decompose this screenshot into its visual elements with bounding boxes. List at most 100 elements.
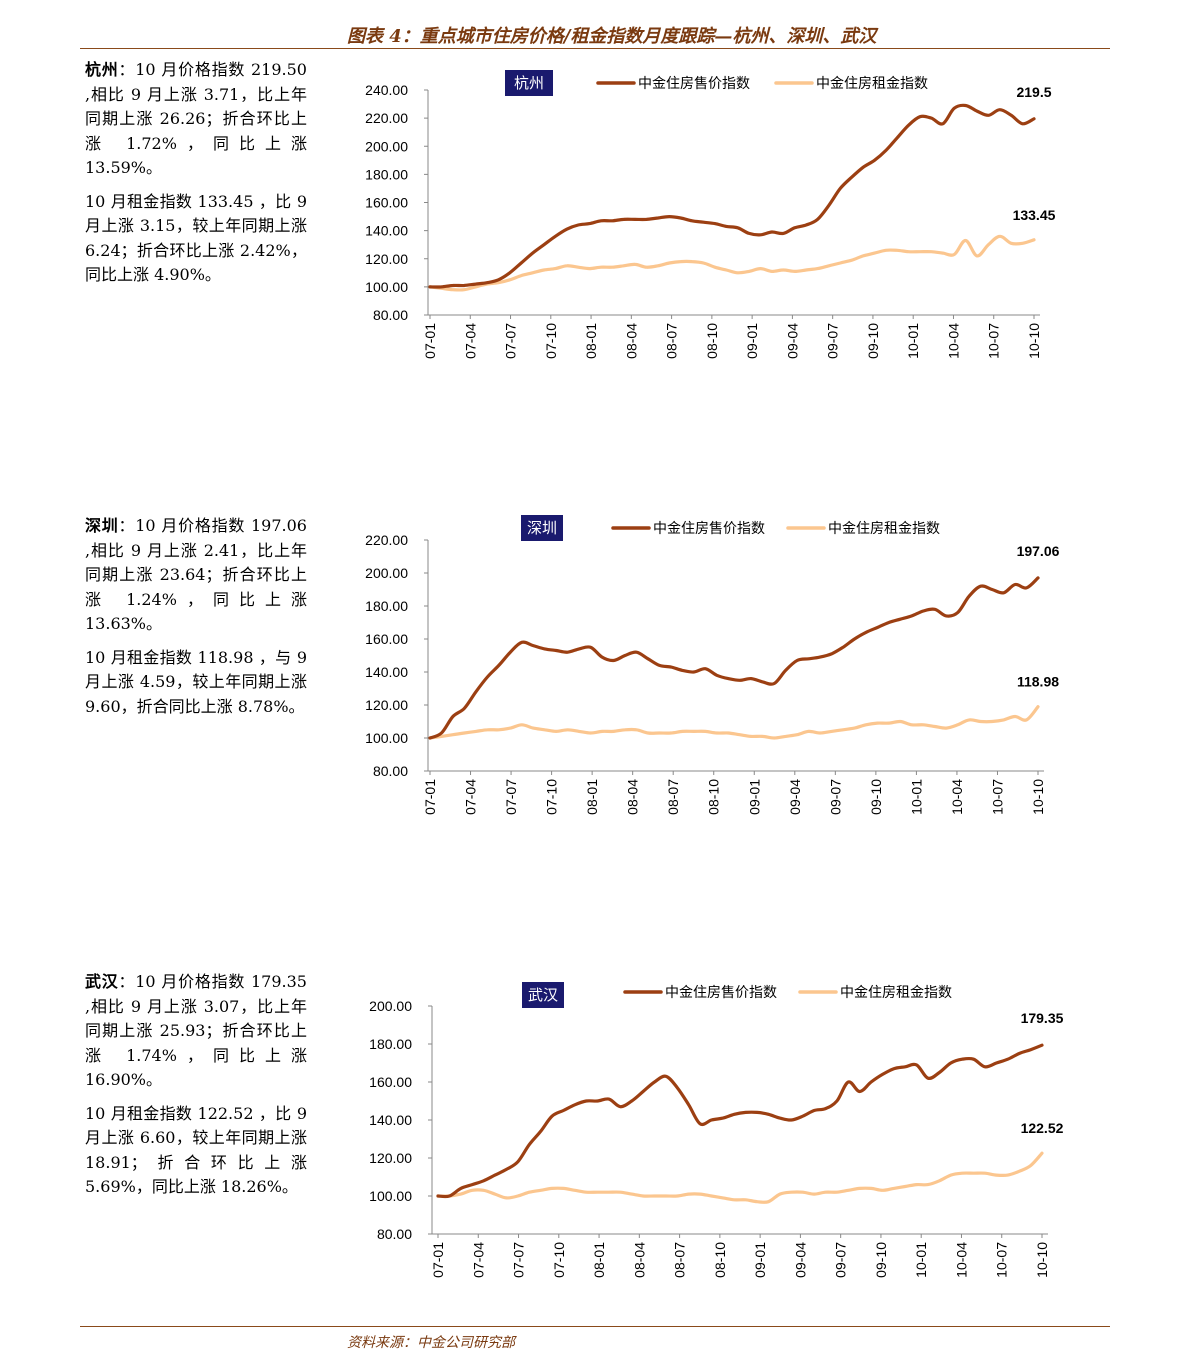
x-tick-label: 09-04 (784, 323, 800, 359)
price-index-line (428, 576, 1040, 740)
x-tick-label: 08-01 (583, 323, 599, 359)
price-index-line (428, 103, 1036, 289)
y-tick-label: 160.00 (365, 195, 408, 211)
x-tick-label: 07-07 (503, 323, 519, 359)
x-tick-label: 09-04 (787, 779, 803, 815)
x-tick-label: 07-01 (422, 779, 438, 815)
x-tick-label: 09-01 (752, 1242, 768, 1278)
x-tick-label: 07-01 (430, 1242, 446, 1278)
x-tick-label: 09-01 (746, 779, 762, 815)
y-tick-label: 120.00 (365, 251, 408, 267)
legend-rent-label: 中金住房租金指数 (816, 76, 928, 92)
x-tick-label: 09-10 (865, 323, 881, 359)
x-tick-label: 08-07 (672, 1242, 688, 1278)
y-tick-label: 120.00 (369, 1150, 412, 1166)
x-tick-label: 08-04 (625, 779, 641, 815)
y-tick-label: 160.00 (369, 1074, 412, 1090)
y-tick-label: 200.00 (365, 565, 408, 581)
y-tick-label: 100.00 (365, 279, 408, 295)
x-tick-label: 09-07 (833, 1242, 849, 1278)
price-description: ：10 月价格指数 219.50 ,相比 9 月上涨 3.71，比上年同期上涨 … (85, 60, 307, 177)
city-label: 武汉 (85, 972, 119, 991)
x-tick-label: 10-07 (989, 779, 1005, 815)
x-tick-label: 08-04 (631, 1242, 647, 1278)
city-badge-label: 武汉 (528, 986, 558, 1004)
rent-description: 10 月租金指数 133.45 ，比 9 月上涨 3.15，较上年同期上涨 6.… (85, 191, 307, 285)
x-tick-label: 10-04 (953, 1242, 969, 1278)
city-badge (505, 70, 553, 96)
page-title: 图表 4：重点城市住房价格/租金指数月度跟踪—杭州、深圳、武汉 (347, 26, 877, 47)
y-tick-label: 200.00 (369, 998, 412, 1014)
x-tick-label: 10-01 (908, 779, 924, 815)
x-tick-label: 07-04 (463, 779, 479, 815)
y-tick-label: 120.00 (365, 697, 408, 713)
y-tick-label: 140.00 (369, 1112, 412, 1128)
y-tick-label: 100.00 (365, 730, 408, 746)
x-tick-label: 09-10 (873, 1242, 889, 1278)
x-tick-label: 08-10 (704, 323, 720, 359)
city-label: 深圳 (85, 516, 119, 535)
x-tick-label: 10-10 (1026, 323, 1042, 359)
x-tick-label: 09-07 (827, 779, 843, 815)
x-tick-label: 10-04 (949, 779, 965, 815)
x-tick-label: 10-01 (905, 323, 921, 359)
x-tick-label: 08-07 (664, 323, 680, 359)
x-tick-label: 08-01 (584, 779, 600, 815)
description-wuhan: 武汉：10 月价格指数 179.35 ,相比 9 月上涨 3.07，比上年同期上… (85, 970, 307, 1209)
footer-rule (80, 1326, 1110, 1327)
legend-rent-label: 中金住房租金指数 (828, 521, 940, 537)
city-badge (521, 515, 563, 541)
rent-end-label: 118.98 (1017, 674, 1059, 690)
x-tick-label: 08-10 (712, 1242, 728, 1278)
y-tick-label: 180.00 (369, 1036, 412, 1052)
y-tick-label: 180.00 (365, 166, 408, 182)
legend-price-label: 中金住房售价指数 (638, 76, 750, 92)
x-tick-label: 09-01 (744, 323, 760, 359)
y-tick-label: 220.00 (365, 110, 408, 126)
y-tick-label: 140.00 (365, 664, 408, 680)
x-tick-label: 07-10 (544, 779, 560, 815)
rent-end-label: 122.52 (1021, 1120, 1064, 1136)
y-tick-label: 100.00 (369, 1188, 412, 1204)
price-description: ：10 月价格指数 197.06 ,相比 9 月上涨 2.41，比上年同期上涨 … (85, 516, 307, 633)
x-tick-label: 07-07 (503, 779, 519, 815)
y-tick-label: 220.00 (365, 532, 408, 548)
description-shenzhen: 深圳：10 月价格指数 197.06 ,相比 9 月上涨 2.41，比上年同期上… (85, 514, 307, 728)
header-rule (80, 48, 1110, 49)
legend-rent-label: 中金住房租金指数 (840, 985, 952, 1001)
price-end-label: 219.5 (1016, 84, 1051, 100)
price-end-label: 179.35 (1021, 1010, 1064, 1026)
x-tick-label: 09-10 (868, 779, 884, 815)
price-index-line (436, 1043, 1044, 1199)
x-tick-label: 07-01 (422, 323, 438, 359)
price-end-label: 197.06 (1017, 543, 1060, 559)
x-tick-label: 10-10 (1034, 1242, 1050, 1278)
x-tick-label: 07-07 (511, 1242, 527, 1278)
x-tick-label: 07-10 (543, 323, 559, 359)
x-tick-label: 10-07 (994, 1242, 1010, 1278)
x-tick-label: 10-01 (913, 1242, 929, 1278)
x-tick-label: 10-04 (945, 323, 961, 359)
city-badge-label: 杭州 (514, 74, 544, 92)
y-tick-label: 160.00 (365, 631, 408, 647)
y-tick-label: 180.00 (365, 598, 408, 614)
rent-index-line (436, 1151, 1044, 1204)
x-tick-label: 07-04 (470, 1242, 486, 1278)
y-tick-label: 140.00 (365, 223, 408, 239)
rent-index-line (428, 234, 1036, 292)
y-tick-label: 80.00 (373, 307, 408, 323)
price-description: ：10 月价格指数 179.35 ,相比 9 月上涨 3.07，比上年同期上涨 … (85, 972, 307, 1089)
source-note: 资料来源：中金公司研究部 (347, 1335, 515, 1351)
rent-index-line (428, 705, 1040, 740)
city-badge (522, 982, 564, 1008)
rent-description: 10 月租金指数 122.52 ，比 9 月上涨 6.60，较上年同期上涨 18… (85, 1103, 307, 1197)
rent-description: 10 月租金指数 118.98 ，与 9 月上涨 4.59，较上年同期上涨 9.… (85, 647, 307, 716)
y-tick-label: 200.00 (365, 138, 408, 154)
x-tick-label: 08-04 (623, 323, 639, 359)
city-badge-label: 深圳 (527, 519, 557, 537)
x-tick-label: 08-07 (665, 779, 681, 815)
x-tick-label: 09-07 (825, 323, 841, 359)
